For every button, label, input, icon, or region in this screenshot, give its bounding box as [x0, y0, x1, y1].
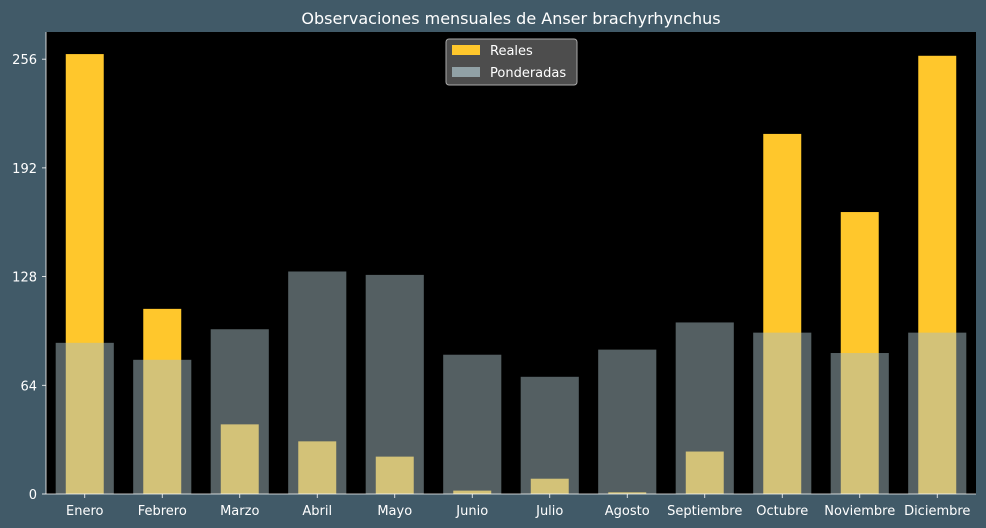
x-tick-label-agosto: Agosto — [605, 504, 650, 519]
x-tick-label-junio: Junio — [455, 504, 488, 519]
x-tick-label-abril: Abril — [302, 504, 332, 519]
bar-ponderadas-octubre — [753, 332, 812, 494]
chart-title: Observaciones mensuales de Anser brachyr… — [301, 9, 720, 28]
bar-ponderadas-mayo — [365, 274, 424, 494]
plot-area — [46, 32, 976, 494]
x-tick-label-noviembre: Noviembre — [824, 504, 895, 519]
bar-ponderadas-diciembre — [908, 332, 967, 494]
y-tick-label: 0 — [29, 488, 37, 503]
y-tick-label: 192 — [12, 162, 37, 177]
legend-swatch-reales — [452, 45, 480, 55]
y-tick-label: 256 — [12, 53, 37, 68]
bar-ponderadas-enero — [55, 342, 114, 494]
y-axis: 0 64 128 192 256 — [12, 32, 47, 503]
bar-ponderadas-julio — [520, 376, 579, 494]
y-tick-label: 64 — [20, 379, 37, 394]
legend-label-ponderadas: Ponderadas — [490, 66, 566, 81]
series-ponderadas-bars — [55, 271, 967, 494]
bar-ponderadas-junio — [443, 354, 502, 494]
x-tick-label-marzo: Marzo — [220, 504, 259, 519]
x-tick-label-septiembre: Septiembre — [667, 504, 742, 519]
legend-swatch-ponderadas — [452, 67, 480, 77]
y-tick-label: 128 — [12, 271, 37, 286]
x-tick-label-mayo: Mayo — [377, 504, 412, 519]
x-tick-label-febrero: Febrero — [138, 504, 187, 519]
x-tick-label-diciembre: Diciembre — [904, 504, 970, 519]
bar-ponderadas-febrero — [133, 359, 192, 494]
chart-legend: Reales Ponderadas — [445, 38, 578, 86]
bar-ponderadas-abril — [288, 271, 347, 494]
x-tick-label-octubre: Octubre — [756, 504, 808, 519]
x-tick-label-enero: Enero — [66, 504, 104, 519]
bar-ponderadas-agosto — [598, 349, 657, 494]
bar-ponderadas-noviembre — [830, 353, 889, 494]
x-tick-label-julio: Julio — [535, 504, 563, 519]
legend-label-reales: Reales — [490, 44, 533, 59]
x-axis: Enero Febrero Marzo Abril Mayo Junio Julio Agos… — [46, 493, 976, 519]
bar-ponderadas-septiembre — [675, 322, 734, 494]
bar-ponderadas-marzo — [210, 329, 269, 494]
